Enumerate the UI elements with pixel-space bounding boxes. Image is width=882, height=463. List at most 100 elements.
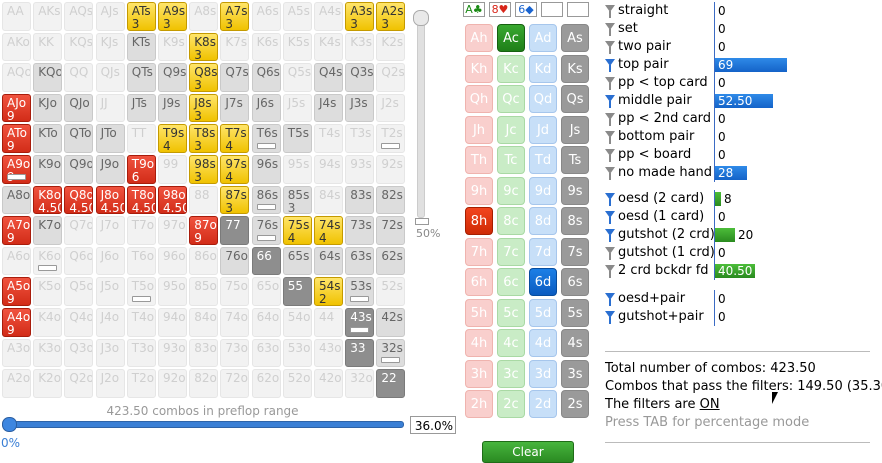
hand-cell[interactable]: Q8s 3 — [189, 63, 219, 92]
hand-cell[interactable]: 75o — [220, 277, 250, 306]
hand-cell[interactable]: J2s — [376, 93, 406, 123]
hand-cell[interactable]: J5s — [282, 93, 312, 123]
board-card-7s[interactable]: 7s — [561, 237, 589, 266]
board-card-Kd[interactable]: Kd — [529, 54, 557, 83]
board-card-8h[interactable]: 8h — [465, 207, 493, 235]
range-slider-thumb[interactable] — [2, 417, 17, 432]
board-card-2h[interactable]: 2h — [465, 390, 493, 418]
hand-cell[interactable]: J6s — [251, 93, 281, 123]
hand-cell[interactable]: T6s — [251, 124, 281, 153]
hand-cell[interactable]: KJo — [33, 93, 63, 123]
hand-cell[interactable]: A4o 9 — [2, 308, 31, 337]
hand-cell[interactable]: 63s — [345, 246, 375, 276]
hand-cell[interactable]: 42o — [314, 369, 343, 398]
hand-cell[interactable]: 84s — [314, 185, 343, 215]
hand-cell[interactable]: JJ — [95, 93, 125, 123]
hand-cell[interactable]: Q3o — [64, 338, 94, 368]
filter-row[interactable]: straight 0 — [605, 2, 875, 20]
hand-cell[interactable]: 73o — [220, 338, 250, 368]
hand-cell[interactable]: T3s — [345, 124, 375, 153]
hand-cell[interactable]: 94s — [314, 155, 343, 184]
board-card-4d[interactable]: 4d — [529, 329, 557, 357]
hand-cell[interactable]: K6s — [251, 32, 281, 62]
hand-cell[interactable]: T8s 3 — [189, 124, 219, 153]
hand-cell[interactable]: J6o — [95, 246, 125, 276]
hand-cell[interactable]: 83o — [189, 338, 219, 368]
board-card-Qs[interactable]: Qs — [561, 85, 589, 113]
hand-cell[interactable]: J9o — [95, 155, 125, 184]
hand-cell[interactable]: 98s 3 — [189, 155, 219, 184]
hand-cell[interactable]: KQs — [64, 32, 94, 62]
hand-cell[interactable]: 64s — [314, 246, 343, 276]
hand-cell[interactable]: 72s — [376, 216, 406, 245]
board-card-8s[interactable]: 8s — [561, 207, 589, 235]
hand-cell[interactable]: 92o — [158, 369, 187, 398]
hand-cell[interactable]: 93s — [345, 155, 375, 184]
filter-row[interactable]: oesd+pair 0 — [605, 290, 875, 308]
hand-cell[interactable]: A7s 3 — [220, 2, 250, 31]
hand-cell[interactable]: 84o — [189, 308, 219, 337]
board-card-Qd[interactable]: Qd — [529, 85, 557, 113]
board-card-9d[interactable]: 9d — [529, 176, 557, 205]
hand-cell[interactable]: 72o — [220, 369, 250, 398]
range-percent-input[interactable]: 36.0% — [410, 416, 456, 434]
board-card-Jd[interactable]: Jd — [529, 115, 557, 144]
hand-cell[interactable]: T3o — [126, 338, 156, 368]
hand-cell[interactable]: 82o — [189, 369, 219, 398]
filter-funnel-icon[interactable] — [605, 113, 615, 126]
filter-row[interactable]: gutshot (2 crd) 20 — [605, 226, 875, 244]
range-slider-track[interactable] — [2, 421, 404, 428]
board-card-6h[interactable]: 6h — [465, 268, 493, 296]
hand-cell[interactable]: 87s 3 — [220, 185, 250, 215]
hand-cell[interactable]: QTs — [126, 63, 156, 92]
filter-funnel-icon[interactable] — [605, 293, 615, 306]
hand-cell[interactable]: A8s — [189, 2, 219, 31]
hand-cell[interactable]: Q5s — [282, 63, 312, 92]
hand-cell[interactable]: Q9o — [64, 155, 94, 184]
hand-cell[interactable]: K3o — [33, 338, 63, 368]
clear-board-button[interactable]: Clear — [482, 441, 574, 463]
hand-cell[interactable]: 86o — [189, 246, 219, 276]
hand-cell[interactable]: T5s — [282, 124, 312, 153]
board-card-4c[interactable]: 4c — [497, 329, 525, 357]
board-card-Ac[interactable]: Ac — [497, 24, 525, 52]
board-card-As[interactable]: As — [561, 24, 589, 52]
hand-cell[interactable]: J7o — [95, 216, 125, 245]
hand-cell[interactable]: AJs — [95, 2, 125, 31]
hand-cell[interactable]: 76s — [251, 216, 281, 245]
board-card-Th[interactable]: Th — [465, 146, 493, 174]
filter-row[interactable]: pp < top card 0 — [605, 74, 875, 92]
hand-cell[interactable]: J4s — [314, 93, 343, 123]
hand-cell[interactable]: Q4s — [314, 63, 343, 92]
board-card-4s[interactable]: 4s — [561, 329, 589, 357]
hand-cell[interactable]: J9s — [158, 93, 187, 123]
hand-cell[interactable]: KTo — [33, 124, 63, 153]
hand-cell[interactable]: ATo 9 — [2, 124, 31, 153]
hand-cell[interactable]: T2o — [126, 369, 156, 398]
board-card-9h[interactable]: 9h — [465, 176, 493, 205]
hand-cell[interactable]: J3o — [95, 338, 125, 368]
hand-cell[interactable]: 74s 4 — [314, 216, 343, 245]
filter-row[interactable]: no made hand 28 — [605, 164, 875, 182]
board-card-5h[interactable]: 5h — [465, 298, 493, 327]
board-card-3s[interactable]: 3s — [561, 359, 589, 388]
hand-cell[interactable]: 65s — [282, 246, 312, 276]
hand-cell[interactable]: A3s 3 — [345, 2, 375, 31]
board-card-2s[interactable]: 2s — [561, 390, 589, 418]
board-card-Ad[interactable]: Ad — [529, 24, 557, 52]
board-card-Kc[interactable]: Kc — [497, 54, 525, 83]
hand-cell[interactable]: 54s 2 — [314, 277, 343, 306]
hand-cell[interactable]: K5s — [282, 32, 312, 62]
board-card-6c[interactable]: 6c — [497, 268, 525, 296]
hand-cell[interactable]: Q3s — [345, 63, 375, 92]
board-card-8c[interactable]: 8c — [497, 207, 525, 235]
board-card-2d[interactable]: 2d — [529, 390, 557, 418]
filter-row[interactable]: oesd (1 card) 0 — [605, 208, 875, 226]
weight-slider[interactable] — [413, 10, 429, 220]
board-card-9c[interactable]: 9c — [497, 176, 525, 205]
range-percent-slider[interactable] — [2, 417, 404, 432]
hand-cell[interactable]: 55 — [282, 277, 312, 306]
board-card-9s[interactable]: 9s — [561, 176, 589, 205]
